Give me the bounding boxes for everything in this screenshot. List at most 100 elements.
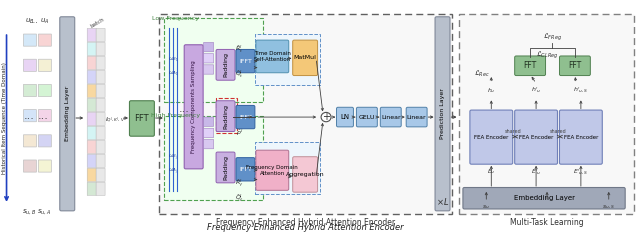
- FancyBboxPatch shape: [87, 182, 96, 195]
- FancyBboxPatch shape: [87, 140, 96, 154]
- Text: ...: ...: [179, 104, 189, 114]
- FancyBboxPatch shape: [236, 105, 255, 129]
- Text: +: +: [322, 112, 330, 122]
- FancyBboxPatch shape: [87, 154, 96, 168]
- FancyBboxPatch shape: [87, 42, 96, 55]
- FancyBboxPatch shape: [204, 140, 214, 149]
- FancyBboxPatch shape: [96, 28, 105, 41]
- Bar: [159, 14, 452, 214]
- Text: FFT: FFT: [568, 61, 582, 70]
- Bar: [164, 116, 263, 200]
- Text: $u_B$: $u_B$: [25, 16, 34, 26]
- FancyBboxPatch shape: [87, 98, 96, 111]
- Text: Low Frequency: Low Frequency: [152, 16, 199, 21]
- Text: High Frequency: High Frequency: [151, 113, 200, 118]
- FancyBboxPatch shape: [96, 98, 105, 111]
- FancyBboxPatch shape: [256, 40, 289, 73]
- FancyBboxPatch shape: [60, 17, 75, 211]
- FancyBboxPatch shape: [96, 112, 105, 125]
- Text: Aggregation: Aggregation: [286, 172, 324, 177]
- Bar: [164, 18, 263, 102]
- Text: $E'_{u}$: $E'_{u}$: [531, 168, 541, 177]
- FancyBboxPatch shape: [236, 158, 255, 181]
- Text: $h'_{u}$: $h'_{u}$: [531, 85, 541, 95]
- FancyBboxPatch shape: [87, 70, 96, 83]
- FancyBboxPatch shape: [204, 117, 214, 126]
- Text: $\omega_{B_1}$: $\omega_{B_1}$: [168, 56, 179, 65]
- Text: $s_{u,A}$: $s_{u,A}$: [37, 207, 51, 216]
- Text: $\mathcal{L}_{CLReg}$: $\mathcal{L}_{CLReg}$: [536, 50, 558, 61]
- Text: IFFT: IFFT: [239, 115, 252, 120]
- FancyBboxPatch shape: [435, 17, 450, 211]
- FancyBboxPatch shape: [184, 45, 203, 169]
- Bar: [255, 34, 320, 85]
- FancyBboxPatch shape: [87, 112, 96, 125]
- FancyBboxPatch shape: [216, 152, 235, 183]
- Text: MatMul: MatMul: [294, 55, 317, 60]
- Text: Frequency Components Sampling: Frequency Components Sampling: [191, 60, 196, 153]
- FancyBboxPatch shape: [96, 182, 105, 195]
- Text: Padding: Padding: [223, 52, 228, 77]
- FancyBboxPatch shape: [96, 42, 105, 55]
- Text: ...: ...: [24, 111, 35, 121]
- Text: $\hat{p}^l$: $\hat{p}^l$: [236, 128, 243, 138]
- Text: $\hat{R}^l_t$: $\hat{R}^l_t$: [236, 43, 244, 55]
- FancyBboxPatch shape: [24, 135, 36, 147]
- Text: Frequency Enhanced Hybrid Attention Encoder: Frequency Enhanced Hybrid Attention Enco…: [207, 223, 403, 233]
- FancyBboxPatch shape: [204, 54, 214, 63]
- Text: Multi-Task Learning: Multi-Task Learning: [510, 218, 584, 227]
- Text: $s_{u}$: $s_{u}$: [483, 203, 490, 211]
- FancyBboxPatch shape: [559, 110, 602, 164]
- FancyBboxPatch shape: [216, 101, 235, 132]
- Text: $\times L$: $\times L$: [436, 196, 449, 207]
- Bar: [460, 14, 634, 214]
- FancyBboxPatch shape: [87, 84, 96, 97]
- FancyBboxPatch shape: [87, 168, 96, 182]
- FancyBboxPatch shape: [87, 28, 96, 41]
- Text: Historical Item Sequence (Time Domain): Historical Item Sequence (Time Domain): [2, 62, 7, 174]
- Text: Linear: Linear: [407, 115, 426, 120]
- Text: $h_{u}$: $h_{u}$: [487, 86, 495, 95]
- Text: GELU: GELU: [358, 115, 375, 120]
- Bar: [216, 98, 237, 133]
- FancyBboxPatch shape: [24, 110, 36, 122]
- FancyBboxPatch shape: [96, 70, 105, 83]
- Text: Prediction Layer: Prediction Layer: [440, 88, 445, 139]
- FancyBboxPatch shape: [24, 59, 36, 71]
- Text: FFT: FFT: [134, 114, 149, 123]
- Text: $I_{Q^l, K^l, V^l}$: $I_{Q^l, K^l, V^l}$: [105, 116, 126, 125]
- Text: $\omega_{B_j}$: $\omega_{B_j}$: [168, 153, 178, 163]
- FancyBboxPatch shape: [96, 56, 105, 69]
- FancyBboxPatch shape: [515, 110, 557, 164]
- FancyBboxPatch shape: [38, 34, 51, 46]
- Text: $\mathcal{L}_{Rec}$: $\mathcal{L}_{Rec}$: [474, 69, 490, 79]
- FancyBboxPatch shape: [24, 160, 36, 172]
- FancyBboxPatch shape: [38, 135, 51, 147]
- Text: Embedding Layer: Embedding Layer: [65, 86, 70, 141]
- FancyBboxPatch shape: [463, 188, 625, 209]
- FancyBboxPatch shape: [337, 107, 353, 127]
- FancyBboxPatch shape: [292, 40, 317, 75]
- FancyBboxPatch shape: [380, 107, 401, 127]
- Text: $u_A$: $u_A$: [40, 16, 49, 26]
- Text: Padding: Padding: [223, 104, 228, 129]
- FancyBboxPatch shape: [24, 84, 36, 96]
- Circle shape: [321, 112, 331, 122]
- Text: FEA Encoder: FEA Encoder: [474, 135, 509, 140]
- Text: $\hat{Q}^l_f$: $\hat{Q}^l_f$: [235, 193, 244, 204]
- Text: shared: shared: [550, 129, 566, 134]
- FancyBboxPatch shape: [204, 42, 214, 52]
- Text: FFT: FFT: [524, 61, 537, 70]
- Text: $s_{u,B}$: $s_{u,B}$: [22, 207, 36, 216]
- Text: IFFT: IFFT: [239, 58, 252, 64]
- FancyBboxPatch shape: [96, 140, 105, 154]
- Text: Frequency Domain
Attention: Frequency Domain Attention: [246, 165, 298, 176]
- FancyBboxPatch shape: [204, 65, 214, 74]
- Text: IFFT: IFFT: [239, 167, 252, 172]
- FancyBboxPatch shape: [470, 110, 513, 164]
- FancyBboxPatch shape: [24, 34, 36, 46]
- FancyBboxPatch shape: [256, 150, 289, 190]
- Text: Linear: Linear: [381, 115, 401, 120]
- Text: $E_{u}$: $E_{u}$: [487, 168, 495, 176]
- Text: $s_{u,S}$: $s_{u,S}$: [602, 204, 615, 211]
